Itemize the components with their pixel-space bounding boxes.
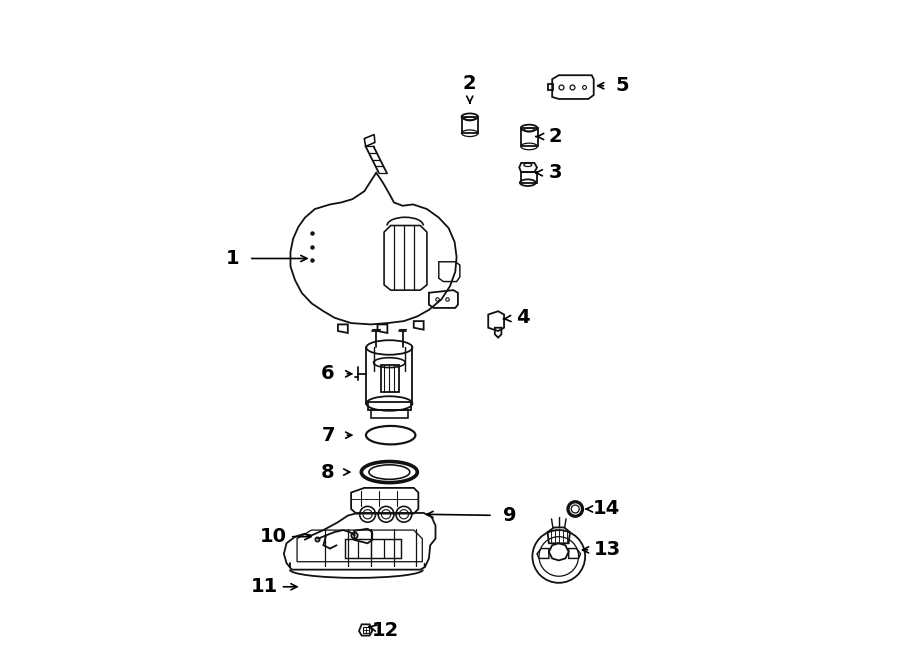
Text: 5: 5: [616, 76, 629, 95]
Text: 9: 9: [502, 506, 516, 525]
Text: 2: 2: [463, 74, 477, 93]
Text: 2: 2: [549, 127, 562, 146]
Text: 6: 6: [321, 364, 335, 383]
Text: 13: 13: [593, 540, 620, 559]
Text: 7: 7: [321, 426, 335, 445]
Text: 10: 10: [260, 527, 287, 546]
Text: 12: 12: [372, 621, 399, 639]
Text: 14: 14: [593, 500, 620, 518]
Text: 4: 4: [516, 308, 529, 327]
Text: 3: 3: [549, 164, 562, 182]
Text: 11: 11: [250, 577, 278, 596]
Text: 8: 8: [321, 463, 335, 481]
Text: 1: 1: [226, 249, 239, 268]
